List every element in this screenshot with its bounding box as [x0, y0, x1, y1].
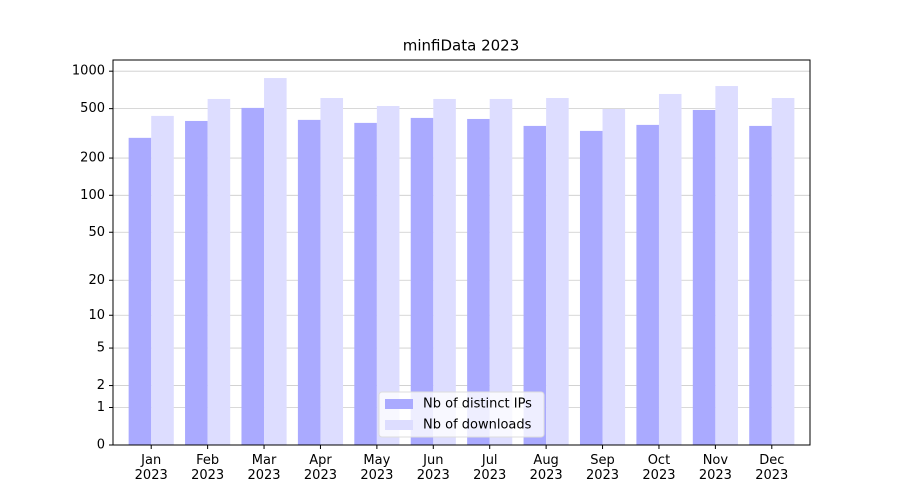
- bar: [771, 97, 795, 445]
- bar: [523, 125, 547, 445]
- bar: [715, 86, 738, 445]
- x-tick-label: Jan 2023: [134, 453, 168, 483]
- bar: [151, 115, 174, 445]
- bar: [602, 108, 626, 445]
- bar: [320, 97, 344, 445]
- plot-frame: [112, 59, 811, 446]
- x-tick-label: Sep 2023: [585, 453, 620, 483]
- legend-swatch: [385, 420, 413, 430]
- y-tick-label: 5: [97, 341, 105, 356]
- x-tick-label: Aug 2023: [529, 453, 563, 483]
- bar: [658, 93, 682, 445]
- bar: [433, 98, 456, 446]
- x-tick-label: Jun 2023: [416, 453, 450, 483]
- legend-box: [378, 391, 545, 438]
- y-tick-label: 1000: [72, 64, 105, 79]
- x-tick-label: May 2023: [360, 453, 394, 483]
- legend-label: Nb of downloads: [423, 418, 532, 433]
- x-tick-label: Feb 2023: [191, 453, 225, 483]
- y-tick-label: 50: [88, 225, 105, 240]
- bar: [692, 109, 716, 446]
- bar: [579, 130, 603, 445]
- y-tick-label: 10: [88, 308, 105, 323]
- x-tick-label: Dec 2023: [755, 453, 789, 483]
- chart-title: minfiData 2023: [403, 37, 520, 55]
- y-tick-label: 200: [80, 151, 105, 166]
- bar: [128, 137, 152, 446]
- bar: [207, 98, 231, 446]
- bar: [546, 97, 569, 445]
- bar: [297, 119, 321, 445]
- bar: [749, 125, 772, 445]
- y-tick-label: 20: [88, 273, 105, 288]
- bar: [467, 118, 490, 445]
- bar: [410, 117, 434, 445]
- bar: [354, 122, 377, 446]
- x-tick-label: Oct 2023: [642, 453, 676, 483]
- bar: [241, 107, 265, 445]
- x-tick-label: Nov 2023: [698, 453, 732, 483]
- bar: [636, 124, 659, 446]
- x-tick-label: Mar 2023: [247, 453, 281, 483]
- legend-label: Nb of distinct IPs: [423, 397, 532, 412]
- x-tick-label: Jul 2023: [473, 453, 507, 483]
- y-tick-label: 0: [97, 438, 105, 453]
- bar: [264, 78, 287, 445]
- y-tick-label: 500: [80, 101, 105, 116]
- y-tick-label: 1: [97, 400, 105, 415]
- bar: [185, 120, 208, 445]
- y-tick-label: 100: [80, 188, 105, 203]
- y-tick-label: 2: [97, 378, 105, 393]
- legend-swatch: [385, 399, 413, 409]
- bar: [376, 106, 400, 446]
- legend: Nb of distinct IPs Nb of downloads: [378, 391, 545, 438]
- x-tick-label: Apr 2023: [303, 453, 337, 483]
- bar: [489, 98, 513, 446]
